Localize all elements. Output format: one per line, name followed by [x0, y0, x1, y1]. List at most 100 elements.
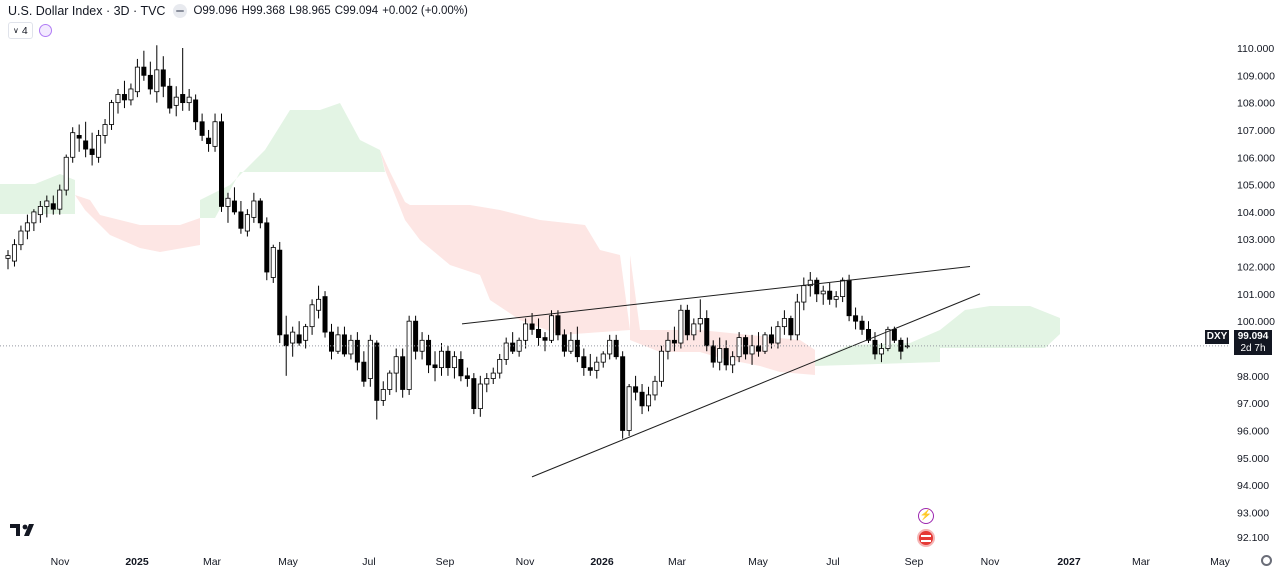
y-axis-tick-label: 96.000 — [1237, 425, 1269, 437]
candle-body — [555, 315, 561, 336]
candle-body — [840, 279, 846, 297]
candle-body — [11, 244, 17, 262]
us-flag-icon[interactable] — [917, 529, 935, 547]
eye-icon[interactable] — [173, 4, 188, 18]
y-axis-tick-label: 107.000 — [1237, 125, 1275, 137]
candle-body — [891, 328, 897, 341]
gear-icon[interactable] — [1261, 555, 1272, 566]
x-axis-tick-label: Jul — [362, 556, 375, 568]
ohlc-readout: O99.096 H99.368 L98.965 C99.094 +0.002 (+0.0… — [193, 5, 471, 17]
candle-body — [63, 156, 69, 191]
y-axis-tick-label: 103.000 — [1237, 234, 1275, 246]
candle-body — [24, 222, 30, 232]
candle-body — [277, 249, 283, 336]
candle-body — [147, 74, 153, 90]
candle-body — [341, 334, 347, 355]
candle-body — [658, 350, 664, 382]
y-axis-tick-label: 109.000 — [1237, 70, 1275, 82]
candle-body — [316, 298, 322, 311]
low-label: L — [289, 5, 296, 17]
candle-body — [432, 364, 438, 369]
cloud-bullish-region — [200, 103, 385, 218]
x-axis-tick-label: May — [278, 556, 299, 568]
candle-body — [354, 339, 360, 363]
lightning-icon[interactable]: ⚡ — [918, 508, 934, 524]
candle-body — [853, 315, 859, 322]
candle-body — [309, 304, 315, 328]
candle-body — [613, 339, 619, 358]
indicator-count: 4 — [21, 24, 28, 37]
candle-body — [96, 135, 102, 158]
candle-body — [180, 94, 186, 104]
candle-body — [633, 386, 639, 393]
candle-body — [193, 99, 199, 123]
candle-body — [717, 348, 723, 363]
indicator-bar: ∨ 4 — [8, 22, 52, 39]
y-axis-tick-label: 92.100 — [1237, 532, 1269, 544]
candle-body — [529, 323, 535, 330]
cloud-bearish-region — [380, 150, 630, 335]
candle-body — [367, 339, 373, 379]
candle-body — [710, 345, 716, 363]
candle-body — [400, 356, 406, 390]
candle-body — [587, 367, 593, 371]
candle-body — [574, 339, 580, 358]
candle-body — [109, 102, 115, 125]
candle-body — [814, 279, 820, 295]
change-value: +0.002 (+0.00%) — [382, 5, 468, 17]
candle-body — [788, 318, 794, 336]
candle-body — [827, 290, 833, 300]
candle-body — [458, 359, 464, 377]
candle-body — [510, 342, 516, 352]
x-axis-tick-label: May — [748, 556, 769, 568]
candle-body — [206, 137, 212, 145]
y-axis-tick-label: 106.000 — [1237, 152, 1275, 164]
candle-body — [290, 331, 296, 344]
trendline-lower — [531, 293, 981, 478]
candle-body — [749, 345, 755, 355]
symbol-title[interactable]: U.S. Dollar Index · 3D · TVC — [8, 4, 166, 18]
candle-body — [885, 328, 891, 349]
candle-body — [225, 197, 231, 207]
candle-body — [490, 372, 496, 379]
candle-body — [736, 337, 742, 358]
cloud-bullish-region — [815, 306, 1060, 366]
candle-body — [548, 315, 554, 341]
candle-body — [361, 361, 367, 382]
candle-body — [238, 211, 244, 229]
x-axis-tick-label: Mar — [668, 556, 687, 568]
candle-body — [626, 386, 632, 431]
candle-body — [257, 200, 263, 224]
candle-body — [775, 326, 781, 344]
sync-icon[interactable] — [38, 24, 52, 37]
candle-body — [83, 140, 89, 150]
y-axis-tick-label: 101.000 — [1237, 289, 1275, 301]
candle-body — [322, 296, 328, 333]
symbol-price-tag: DXY — [1205, 330, 1229, 344]
candle-body — [128, 88, 134, 101]
candle-body — [283, 334, 289, 347]
candle-body — [413, 320, 419, 352]
candle-body — [652, 380, 658, 396]
candle-body — [445, 350, 451, 369]
indicators-toggle-button[interactable]: ∨ 4 — [8, 22, 33, 39]
y-axis-tick-label: 95.000 — [1237, 453, 1269, 465]
candle-body — [646, 394, 652, 407]
candle-body — [335, 334, 341, 352]
candle-body — [451, 356, 457, 369]
x-axis-tick-label: Sep — [905, 556, 924, 568]
candle-body — [607, 339, 613, 355]
candle-body — [691, 323, 697, 336]
tradingview-logo-icon[interactable] — [10, 524, 38, 538]
candle-body — [904, 345, 910, 348]
candle-body — [438, 350, 444, 369]
candle-body — [5, 255, 11, 259]
candle-body — [807, 279, 813, 287]
high-label: H — [241, 5, 250, 17]
candle-body — [212, 121, 218, 147]
chart-header: U.S. Dollar Index · 3D · TVC O99.096 H99.… — [8, 3, 472, 19]
y-axis-tick-label: 110.000 — [1237, 43, 1274, 55]
candle-body — [303, 326, 309, 341]
